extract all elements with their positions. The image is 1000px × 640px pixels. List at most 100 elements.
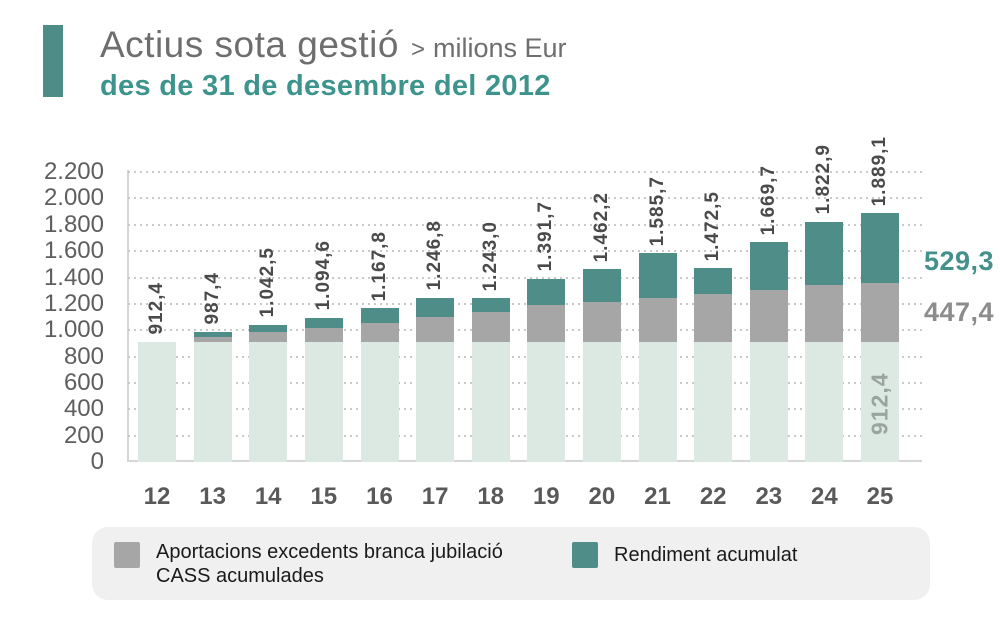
bar-stack-14 — [249, 324, 288, 462]
accent-bar — [43, 25, 63, 97]
segment-base-20 — [582, 341, 621, 462]
segment-base-24 — [805, 341, 844, 462]
bar-stack-17 — [416, 297, 455, 462]
segment-rendiment-18 — [471, 298, 510, 312]
title-separator-icon: > — [410, 36, 425, 63]
y-axis-tick-800: 800 — [63, 342, 104, 370]
gridline-800 — [128, 355, 922, 358]
x-axis-tick-16: 16 — [366, 483, 393, 510]
segment-base-23 — [749, 341, 788, 462]
legend-label-aportacions: Aportacions excedents branca jubilació C… — [156, 541, 503, 587]
bar-stack-24 — [805, 221, 844, 462]
bar-total-label-18: 1.243,0 — [479, 220, 501, 292]
segment-rendiment-20 — [582, 269, 621, 302]
segment-rendiment-14 — [249, 324, 288, 333]
segment-rendiment-21 — [638, 253, 677, 299]
segment-aportacions-15 — [304, 328, 343, 342]
segment-rendiment-16 — [360, 308, 399, 324]
legend-swatch-teal — [572, 542, 598, 568]
x-axis-tick-22: 22 — [699, 483, 727, 510]
bar-total-label-16: 1.167,8 — [368, 230, 390, 302]
segment-rendiment-25 — [861, 213, 899, 283]
segment-rendiment-19 — [527, 278, 566, 305]
gridline-1.800 — [128, 223, 922, 226]
gridline-1.200 — [128, 302, 922, 305]
y-axis-tick-1.200: 1.200 — [43, 289, 104, 317]
segment-aportacions-21 — [638, 298, 677, 342]
bar-stack-20 — [582, 269, 621, 462]
bar-stack-21 — [638, 253, 677, 462]
segment-rendiment-24 — [805, 221, 844, 286]
gridline-400 — [128, 408, 922, 411]
bar-total-label-12: 912,4 — [146, 282, 167, 335]
bar-total-label-13: 987,4 — [201, 272, 223, 325]
segment-aportacions-25 — [861, 282, 899, 342]
x-axis-tick-18: 18 — [477, 483, 505, 510]
bar-total-label-21: 1.585,7 — [646, 175, 668, 246]
segment-base-13 — [193, 341, 232, 462]
bar-stack-15 — [304, 317, 343, 462]
bar-total-label-17: 1.246,8 — [424, 220, 446, 291]
page-title: Actius sota gestió — [100, 24, 399, 65]
gridline-2.000 — [128, 197, 922, 200]
x-axis-tick-20: 20 — [588, 483, 616, 510]
bar-total-label-14: 1.042,5 — [257, 247, 279, 318]
bar-total-label-22: 1.472,5 — [702, 190, 724, 261]
bar-stack-25 — [861, 213, 899, 462]
bar-stack-16 — [360, 308, 399, 462]
x-axis-tick-13: 13 — [199, 483, 226, 510]
segment-aportacions-22 — [694, 294, 733, 342]
y-axis-tick-1.400: 1.400 — [43, 263, 104, 291]
segment-rendiment-17 — [416, 297, 455, 318]
bar-stack-22 — [694, 267, 733, 462]
segment-aportacions-13 — [193, 337, 232, 342]
segment-aportacions-16 — [360, 323, 399, 342]
y-axis-tick-1.600: 1.600 — [43, 237, 104, 265]
bar-stack-12 — [138, 341, 176, 462]
bar-stack-13 — [193, 331, 232, 462]
y-axis-tick-1.000: 1.000 — [43, 316, 104, 344]
bar-stack-18 — [471, 298, 510, 462]
legend: Aportacions excedents branca jubilació C… — [92, 527, 930, 600]
segment-base-12 — [138, 341, 176, 462]
bar-stack-23 — [749, 241, 788, 462]
annotation-base-inside-bar: 912,4 — [866, 372, 893, 436]
y-axis-line — [127, 170, 129, 462]
y-axis-tick-2.000: 2.000 — [43, 184, 104, 212]
x-axis-tick-23: 23 — [755, 483, 783, 510]
x-axis-tick-25: 25 — [866, 483, 894, 510]
bar-total-label-25: 1.889,1 — [869, 135, 890, 206]
x-axis-tick-17: 17 — [421, 483, 449, 510]
segment-base-19 — [527, 341, 566, 462]
segment-rendiment-23 — [749, 241, 788, 290]
segment-base-16 — [360, 341, 399, 462]
segment-rendiment-15 — [304, 317, 343, 329]
legend-label-rendiment: Rendiment acumulat — [614, 544, 798, 566]
segment-aportacions-20 — [582, 301, 621, 342]
segment-base-14 — [249, 341, 288, 462]
y-axis-tick-0: 0 — [90, 448, 104, 475]
gridline-200 — [128, 434, 922, 437]
x-axis-tick-14: 14 — [254, 483, 282, 510]
annotation-rendiment-final: 529,3 — [924, 246, 995, 276]
segment-base-25 — [861, 341, 899, 462]
gridline-600 — [128, 381, 922, 384]
y-axis-tick-200: 200 — [63, 421, 104, 449]
title-unit: milions Eur — [433, 33, 567, 63]
y-axis-tick-600: 600 — [63, 368, 104, 396]
annotation-aportacions-final: 447,4 — [924, 297, 995, 327]
legend-swatch-gray — [114, 542, 140, 568]
gridline-1.400 — [128, 276, 922, 279]
y-axis-tick-400: 400 — [63, 395, 104, 423]
x-axis-tick-15: 15 — [310, 483, 338, 510]
segment-rendiment-22 — [694, 267, 733, 295]
segment-base-15 — [304, 341, 343, 462]
gridline-1.600 — [128, 250, 922, 253]
segment-base-18 — [471, 341, 510, 462]
legend-item-rendiment: Rendiment acumulat — [572, 540, 797, 570]
x-axis-tick-19: 19 — [532, 483, 560, 510]
segment-aportacions-24 — [805, 285, 844, 342]
segment-base-17 — [416, 341, 455, 462]
bar-total-label-20: 1.462,2 — [590, 191, 612, 263]
